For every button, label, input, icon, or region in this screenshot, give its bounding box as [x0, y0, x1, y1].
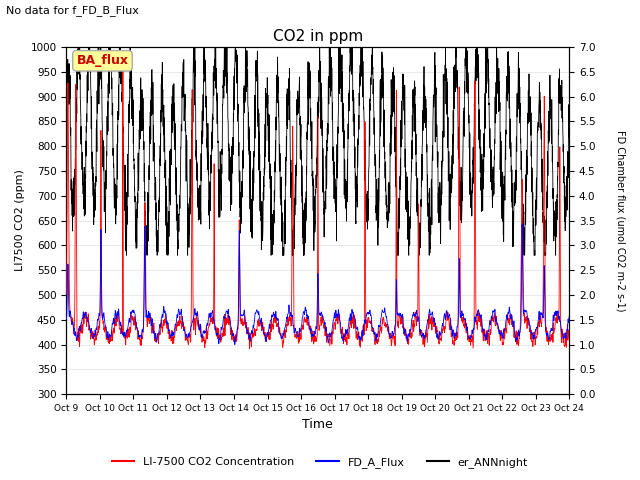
Y-axis label: LI7500 CO2 (ppm): LI7500 CO2 (ppm) — [15, 169, 25, 272]
Title: CO2 in ppm: CO2 in ppm — [273, 29, 363, 44]
Y-axis label: FD Chamber flux (umol CO2 m-2 s-1): FD Chamber flux (umol CO2 m-2 s-1) — [615, 130, 625, 312]
Legend: LI-7500 CO2 Concentration, FD_A_Flux, er_ANNnight: LI-7500 CO2 Concentration, FD_A_Flux, er… — [108, 452, 532, 472]
Text: BA_flux: BA_flux — [76, 54, 129, 67]
X-axis label: Time: Time — [303, 419, 333, 432]
Text: No data for f_FD_B_Flux: No data for f_FD_B_Flux — [6, 5, 140, 16]
